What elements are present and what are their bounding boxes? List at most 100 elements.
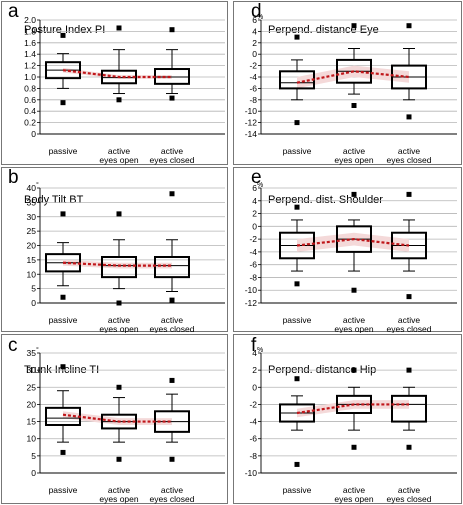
outlier-point	[351, 23, 357, 29]
y-tick-label: 0	[252, 382, 257, 392]
y-tick-label: 10	[27, 269, 37, 279]
y-tick-label: -10	[245, 468, 258, 478]
y-tick-label: 2.0	[24, 15, 36, 25]
outlier-point	[406, 23, 412, 29]
outlier-point	[351, 287, 357, 293]
y-tick-label: 4	[252, 196, 257, 206]
x-category-label-line2: eyes closed	[150, 324, 195, 333]
y-tick-label: -8	[249, 95, 257, 105]
outlier-point	[116, 456, 122, 462]
y-tick-label: 5	[31, 284, 36, 294]
y-tick-label: -8	[249, 272, 257, 282]
x-category-label-line2: eyes closed	[387, 155, 432, 165]
y-tick-label: -12	[245, 118, 258, 128]
y-tick-label: -14	[245, 129, 258, 139]
mean-trend-line	[62, 413, 172, 423]
x-category-label: active	[343, 315, 365, 325]
outlier-point	[60, 364, 66, 370]
outlier-point	[294, 376, 300, 382]
panel-letter: c	[8, 335, 18, 356]
outlier-point	[116, 300, 122, 306]
y-tick-label: 0.8	[24, 83, 36, 93]
x-category-label: passive	[49, 146, 78, 156]
outlier-point	[406, 294, 412, 300]
outlier-point	[60, 100, 66, 106]
y-tick-label: 25	[27, 382, 37, 392]
x-category-label-line2: eyes open	[334, 155, 373, 165]
y-tick-label: 10	[27, 434, 37, 444]
outlier-point	[294, 120, 300, 126]
panel-title: Perpend. distance Eye	[268, 24, 379, 36]
y-tick-label: 35	[27, 348, 37, 358]
y-tick-label: 15	[27, 417, 37, 427]
mean-trend-line	[62, 261, 172, 267]
trend-band	[297, 400, 409, 418]
outlier-point	[406, 191, 412, 197]
outlier-point	[294, 34, 300, 40]
outlier-point	[60, 294, 66, 300]
x-category-label-line2: eyes closed	[150, 494, 195, 504]
x-category-label: active	[161, 485, 183, 495]
y-tick-label: 1.8	[24, 26, 36, 36]
x-category-label: active	[398, 315, 420, 325]
y-tick-label: 1.2	[24, 61, 36, 71]
panel-title: Posture Index PI	[24, 24, 106, 36]
y-unit-label: °	[36, 346, 39, 354]
box	[391, 394, 427, 423]
y-tick-label: 0	[31, 468, 36, 478]
y-tick-label: 1.4	[24, 49, 36, 59]
panel-letter: d	[251, 1, 262, 22]
box	[101, 256, 137, 279]
x-category-label: active	[398, 146, 420, 156]
y-tick-label: -8	[249, 451, 257, 461]
x-category-label: passive	[49, 485, 78, 495]
x-category-label: passive	[283, 315, 312, 325]
y-tick-label: -2	[249, 234, 257, 244]
y-tick-label: 1.6	[24, 38, 36, 48]
x-category-label: active	[343, 146, 365, 156]
y-tick-label: 6	[252, 183, 257, 193]
panel-b: b Body Tilt BT 0 5 10 15 20 25 30 35 40 ° passive a…	[1, 167, 228, 333]
x-category-label: active	[108, 485, 130, 495]
outlier-point	[60, 211, 66, 217]
y-tick-label: 0.6	[24, 95, 36, 105]
panel-title: Body Tilt BT	[24, 194, 84, 206]
x-category-label: active	[108, 146, 130, 156]
y-tick-label: 0	[252, 221, 257, 231]
chart-area: 00.2 0.40.6 0.81.01.2 1.41.6 1.82.0 passive ac…	[24, 15, 225, 165]
outlier-point	[116, 97, 122, 103]
panel-letter: f	[251, 335, 257, 356]
y-tick-label: -4	[249, 417, 257, 427]
y-unit-label: %	[257, 14, 263, 21]
y-tick-label: 30	[27, 365, 37, 375]
x-category-label-line2: eyes open	[99, 324, 138, 333]
outlier-point	[294, 461, 300, 467]
panel-letter: b	[8, 167, 19, 188]
y-tick-label: 0	[31, 298, 36, 308]
x-category-label: passive	[49, 315, 78, 325]
x-category-label-line2: eyes open	[99, 155, 138, 165]
x-category-label: passive	[283, 485, 312, 495]
outlier-point	[169, 95, 175, 101]
x-category-label: passive	[283, 146, 312, 156]
y-tick-label: -4	[249, 72, 257, 82]
y-tick-label: 40	[27, 183, 37, 193]
y-tick-label: 20	[27, 241, 37, 251]
y-tick-label: -2	[249, 61, 257, 71]
panel-f: f Perpend. distance Hip -10 -8 -6 -4 -2 0 2 4% p…	[233, 334, 462, 504]
y-tick-label: 35	[27, 197, 37, 207]
panel-d: d Perpend. distance Eye -14 -12 -10 -8 -6 -4-…	[233, 1, 462, 165]
outlier-point	[116, 211, 122, 217]
y-tick-label: 2	[252, 365, 257, 375]
y-tick-label: 4	[252, 348, 257, 358]
x-category-label: active	[343, 485, 365, 495]
y-tick-label: -12	[245, 298, 258, 308]
box	[101, 69, 137, 85]
y-tick-label: 2	[252, 209, 257, 219]
trend-band	[297, 232, 409, 252]
outlier-point	[169, 377, 175, 383]
